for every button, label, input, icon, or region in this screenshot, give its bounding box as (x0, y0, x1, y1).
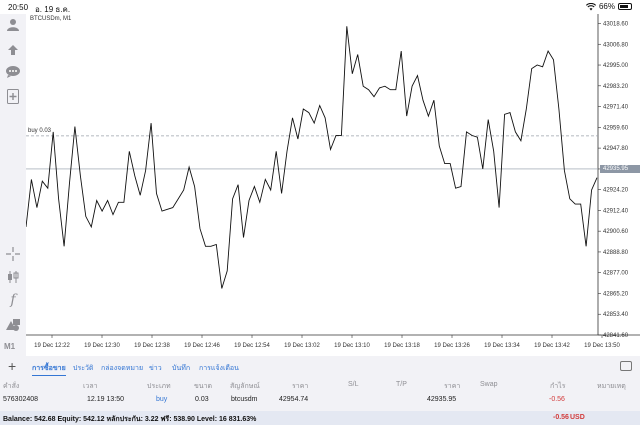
y-tick-label: 42865.20 (603, 291, 629, 297)
y-tick-label: 42983.20 (603, 84, 629, 90)
bottom-area (0, 425, 640, 447)
balance-summary: Balance: 542.68 Equity: 542.12 หลักประกั… (3, 416, 257, 423)
header-order: คำสั่ง (3, 383, 20, 390)
x-tick-label: 19 Dec 13:50 (584, 343, 620, 349)
x-tick-label: 19 Dec 13:42 (534, 343, 570, 349)
chat-icon[interactable] (4, 63, 22, 81)
x-tick-label: 19 Dec 12:46 (184, 343, 220, 349)
tab-alerts[interactable]: การแจ้งเตือน (199, 365, 239, 372)
y-tick-label: 42853.40 (603, 312, 629, 318)
cell-current-price: 42935.95 (427, 396, 457, 403)
trade-icon[interactable] (4, 40, 22, 58)
cell-type: buy (156, 396, 168, 403)
cell-order: 576302408 (3, 396, 39, 403)
timeframe-label[interactable]: M1 (4, 342, 16, 351)
x-tick-label: 19 Dec 12:30 (84, 343, 120, 349)
x-tick-label: 19 Dec 12:54 (234, 343, 270, 349)
panel-toggle-icon[interactable] (620, 361, 632, 371)
y-tick-label: 42841.60 (603, 333, 629, 339)
y-tick-label: 42959.60 (603, 125, 629, 131)
candles-icon[interactable] (4, 268, 22, 286)
y-tick-label: 42947.80 (603, 146, 629, 152)
chart-area[interactable]: 43018.60 43006.80 42995.00 42983.20 42971.40… (26, 14, 640, 356)
crosshair-icon[interactable] (4, 245, 22, 263)
cell-profit: -0.56 (549, 396, 565, 403)
currency-label: USD (570, 414, 585, 421)
y-tick-label: 42888.80 (603, 250, 629, 256)
header-swap: Swap (480, 381, 498, 388)
tab-mailbox[interactable]: กล่องจดหมาย (101, 365, 144, 372)
battery-percent: 66% (598, 2, 615, 11)
header-sl: S/L (348, 381, 359, 388)
x-tick-label: 19 Dec 13:10 (334, 343, 370, 349)
status-time: 20:50 (8, 3, 29, 12)
terminal-tabs: + การซื้อขาย ประวัติ กล่องจดหมาย ข่าว บั… (0, 358, 640, 376)
x-tick-label: 19 Dec 13:02 (284, 343, 320, 349)
wifi-icon (585, 2, 596, 10)
battery-icon (618, 3, 632, 10)
tab-history[interactable]: ประวัติ (73, 365, 94, 372)
cell-size: 0.03 (195, 396, 209, 403)
header-current-price: ราคา (444, 383, 461, 390)
cell-symbol: btcusdm (231, 396, 258, 403)
y-tick-label: 43018.60 (603, 22, 629, 28)
total-profit: -0.56 (553, 414, 569, 421)
x-tick-label: 19 Dec 13:34 (484, 343, 520, 349)
indicator-icon[interactable]: f (10, 292, 16, 308)
tab-journal[interactable]: บันทึก (172, 365, 191, 372)
header-type: ประเภท (147, 383, 171, 390)
header-profit: กำไร (550, 383, 566, 390)
header-comment: หมายเหตุ (597, 383, 626, 390)
table-row[interactable]: 576302408 12.19 13:50 buy 0.03 btcusdm 4… (0, 393, 640, 409)
table-header: คำสั่ง เวลา ประเภท ขนาด สัญลักษณ์ ราคา S… (0, 378, 640, 392)
current-price-tag: 42935.95 (600, 164, 640, 173)
y-tick-label: 42995.00 (603, 63, 629, 69)
x-tick-label: 19 Dec 13:18 (384, 343, 420, 349)
balance-bar: Balance: 542.68 Equity: 542.12 หลักประกั… (0, 411, 640, 425)
y-tick-label: 42924.20 (603, 188, 629, 194)
y-tick-label: 42912.40 (603, 208, 629, 214)
price-series-line (26, 26, 598, 289)
chart-symbol-label: BTCUSDm, M1 (30, 16, 72, 22)
y-tick-label: 42900.60 (603, 229, 629, 235)
header-size: ขนาด (194, 383, 213, 390)
tab-news[interactable]: ข่าว (149, 365, 162, 372)
y-tick-label: 43006.80 (603, 42, 629, 48)
x-tick-label: 19 Dec 12:38 (134, 343, 170, 349)
status-right: 66% (585, 2, 632, 11)
price-chart[interactable]: 43018.60 43006.80 42995.00 42983.20 42971.40… (26, 14, 640, 356)
status-date: อ. 19 ธ.ค. (35, 5, 71, 14)
buy-line-label: buy 0.03 (28, 127, 52, 134)
account-icon[interactable] (4, 16, 22, 34)
y-tick-label: 42971.40 (603, 105, 629, 111)
header-time: เวลา (83, 383, 98, 390)
x-tick-label: 19 Dec 13:26 (434, 343, 470, 349)
tab-trade[interactable]: การซื้อขาย (32, 363, 66, 376)
new-document-icon[interactable] (4, 87, 22, 105)
x-tick-label: 19 Dec 12:22 (34, 343, 70, 349)
header-price: ราคา (292, 383, 309, 390)
cell-open-price: 42954.74 (279, 396, 309, 403)
objects-icon[interactable] (4, 315, 22, 333)
status-bar: 20:50 อ. 19 ธ.ค. 66% (0, 0, 640, 14)
header-tp: T/P (396, 381, 407, 388)
add-icon[interactable]: + (8, 358, 17, 374)
cell-time: 12.19 13:50 (87, 396, 124, 403)
left-toolbar: f M1 (0, 14, 26, 356)
header-symbol: สัญลักษณ์ (230, 383, 260, 390)
y-tick-label: 42877.00 (603, 271, 629, 277)
